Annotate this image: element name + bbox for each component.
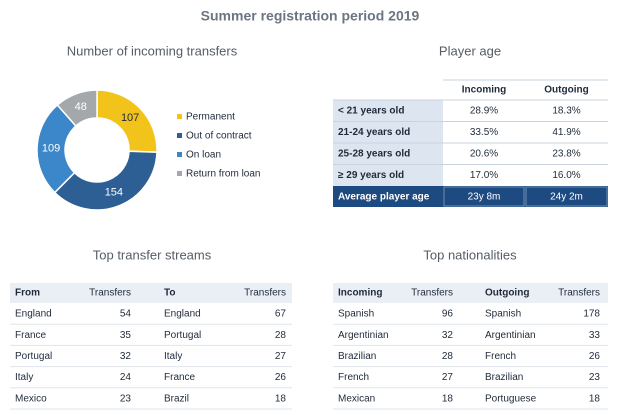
table-cell: Italy	[15, 372, 33, 383]
row-label-bg	[333, 143, 443, 165]
table-cell: Mexico	[15, 393, 47, 404]
legend-label: Permanent	[186, 112, 235, 123]
average-cell	[443, 186, 525, 207]
table-cell: Portugal	[164, 330, 201, 341]
pie-slice	[56, 89, 98, 128]
table-cell: 33	[589, 330, 601, 341]
table-cell: 18	[275, 393, 287, 404]
table-cell: 27	[442, 372, 454, 383]
table-cell: 17.0%	[470, 170, 498, 181]
table-cell: 26	[589, 351, 601, 362]
column-header: Outgoing	[544, 85, 588, 96]
table-cell: France	[15, 330, 47, 341]
section-title: Player age	[439, 43, 501, 58]
table-cell: 28.9%	[470, 106, 498, 117]
table-cell: 23	[589, 372, 601, 383]
chart-title: Number of incoming transfers	[67, 43, 238, 58]
column-header: Transfers	[89, 288, 131, 299]
table-cell: 24y 2m	[550, 192, 583, 203]
legend-label: Return from loan	[186, 169, 260, 180]
legend-swatch	[177, 114, 182, 119]
table-cell: 96	[442, 309, 454, 320]
table-cell: Brazilian	[338, 351, 376, 362]
row-label: < 21 years old	[338, 106, 404, 117]
column-header: To	[164, 288, 175, 299]
column-header: Outgoing	[485, 288, 529, 299]
data-label: 107	[121, 112, 139, 124]
table-cell: 18	[589, 393, 601, 404]
table-cell: 33.5%	[470, 127, 498, 138]
legend-swatch	[177, 171, 182, 176]
table-cell: 23.8%	[552, 149, 580, 160]
table-cell: Brazil	[164, 393, 189, 404]
table-cell: 54	[120, 309, 132, 320]
row-label-bg	[333, 100, 443, 122]
table-cell: 23	[120, 393, 132, 404]
table-cell: 24	[120, 372, 132, 383]
pie-slice	[53, 150, 158, 211]
table-cell: 16.0%	[552, 170, 580, 181]
table-cell: 26	[275, 372, 287, 383]
row-label-bg	[333, 121, 443, 143]
legend-swatch	[177, 152, 182, 157]
table-cell: Italy	[164, 351, 182, 362]
row-label: 25-28 years old	[338, 149, 410, 160]
table-cell: 67	[275, 309, 287, 320]
average-row-bg	[333, 186, 608, 207]
section-title: Top transfer streams	[93, 247, 212, 262]
table-header-bg	[333, 283, 608, 303]
table-cell: Mexican	[338, 393, 375, 404]
column-header: Transfers	[244, 288, 286, 299]
data-label: 154	[105, 187, 123, 199]
table-cell: 18	[442, 393, 454, 404]
table-cell: 20.6%	[470, 149, 498, 160]
table-cell: 32	[442, 330, 454, 341]
table-cell: France	[164, 372, 196, 383]
table-cell: French	[338, 372, 369, 383]
row-label: 21-24 years old	[338, 127, 410, 138]
table-cell: Portuguese	[485, 393, 537, 404]
table-cell: Argentinian	[338, 330, 389, 341]
page-title: Summer registration period 2019	[201, 8, 420, 24]
table-cell: England	[15, 309, 52, 320]
table-cell: 41.9%	[552, 127, 580, 138]
table-cell: 35	[120, 330, 132, 341]
table-cell: Brazilian	[485, 372, 523, 383]
table-cell: 32	[120, 351, 132, 362]
legend-label: On loan	[186, 150, 221, 161]
table-cell: French	[485, 351, 516, 362]
table-header-bg	[10, 283, 292, 303]
column-header: Incoming	[462, 85, 506, 96]
table-cell: 178	[583, 309, 600, 320]
legend-label: Out of contract	[186, 131, 252, 142]
data-label: 109	[42, 143, 60, 155]
table-cell: 28	[442, 351, 454, 362]
table-cell: 18.3%	[552, 106, 580, 117]
table-cell: Spanish	[338, 309, 374, 320]
column-header: Transfers	[558, 288, 600, 299]
row-label: Average player age	[338, 192, 430, 203]
table-cell: 27	[275, 351, 287, 362]
data-label: 48	[75, 101, 87, 113]
row-label: ≥ 29 years old	[338, 170, 404, 181]
table-cell: 23y 8m	[468, 192, 501, 203]
section-title: Top nationalities	[423, 247, 517, 262]
table-cell: Argentinian	[485, 330, 536, 341]
column-header: From	[15, 288, 40, 299]
table-cell: England	[164, 309, 201, 320]
legend-swatch	[177, 133, 182, 138]
column-header: Incoming	[338, 288, 382, 299]
table-cell: Spanish	[485, 309, 521, 320]
average-cell	[525, 186, 608, 207]
row-label-bg	[333, 164, 443, 186]
table-cell: 28	[275, 330, 287, 341]
column-header: Transfers	[411, 288, 453, 299]
table-cell: Portugal	[15, 351, 52, 362]
